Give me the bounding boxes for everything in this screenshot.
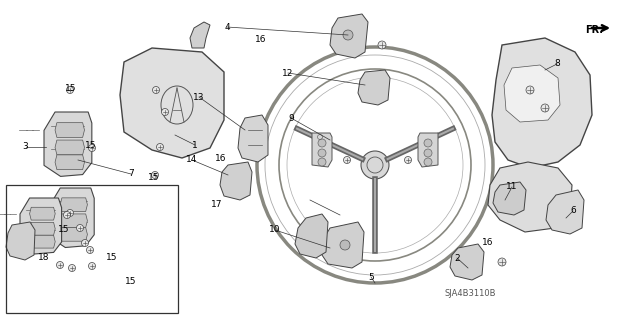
Circle shape <box>541 104 549 112</box>
Circle shape <box>56 262 63 269</box>
Polygon shape <box>492 38 592 168</box>
Text: 16: 16 <box>255 35 267 44</box>
Text: 16: 16 <box>482 238 493 247</box>
Circle shape <box>161 108 168 115</box>
Text: 4: 4 <box>225 23 230 32</box>
Circle shape <box>67 210 74 217</box>
Polygon shape <box>55 123 84 137</box>
Circle shape <box>318 158 326 166</box>
Circle shape <box>424 158 432 166</box>
Polygon shape <box>330 14 368 58</box>
Polygon shape <box>358 70 390 105</box>
Polygon shape <box>44 112 92 176</box>
Text: 15: 15 <box>65 84 76 93</box>
Polygon shape <box>29 222 55 235</box>
Polygon shape <box>60 228 88 241</box>
Text: 2: 2 <box>455 254 460 263</box>
Polygon shape <box>55 155 84 170</box>
Polygon shape <box>322 222 364 268</box>
Circle shape <box>498 258 506 266</box>
Text: 17: 17 <box>211 200 222 209</box>
Circle shape <box>378 41 386 49</box>
Polygon shape <box>238 115 268 162</box>
Polygon shape <box>60 198 88 211</box>
Text: 15: 15 <box>58 225 70 234</box>
Polygon shape <box>29 235 55 248</box>
Circle shape <box>67 86 74 93</box>
Polygon shape <box>20 198 61 254</box>
Polygon shape <box>60 214 88 227</box>
Circle shape <box>526 86 534 94</box>
Text: 11: 11 <box>506 182 518 191</box>
Polygon shape <box>418 133 438 167</box>
Circle shape <box>81 240 88 247</box>
Polygon shape <box>50 188 94 248</box>
Text: 7: 7 <box>129 169 134 178</box>
Text: 9: 9 <box>289 114 294 122</box>
Polygon shape <box>493 182 526 215</box>
Text: 13: 13 <box>193 93 204 102</box>
Circle shape <box>318 149 326 157</box>
Text: 15: 15 <box>106 253 118 262</box>
Text: 3: 3 <box>23 142 28 151</box>
Circle shape <box>152 172 159 179</box>
Text: 8: 8 <box>554 59 559 68</box>
Polygon shape <box>295 214 328 258</box>
Text: 14: 14 <box>186 155 198 164</box>
Circle shape <box>343 30 353 40</box>
Circle shape <box>152 86 159 93</box>
Polygon shape <box>29 207 55 220</box>
Polygon shape <box>220 162 252 200</box>
Polygon shape <box>504 65 560 122</box>
Text: 15: 15 <box>148 173 159 182</box>
Polygon shape <box>546 190 584 234</box>
Circle shape <box>77 225 83 232</box>
Text: 15: 15 <box>125 277 137 286</box>
Circle shape <box>361 151 389 179</box>
Circle shape <box>86 247 93 254</box>
Circle shape <box>424 139 432 147</box>
Polygon shape <box>312 133 332 167</box>
Polygon shape <box>190 22 210 48</box>
Circle shape <box>157 144 163 151</box>
Text: 6: 6 <box>570 206 575 215</box>
Text: 15: 15 <box>85 141 97 150</box>
Polygon shape <box>120 48 224 158</box>
Circle shape <box>63 211 70 219</box>
Bar <box>6 185 178 313</box>
Circle shape <box>68 264 76 271</box>
Polygon shape <box>6 222 35 260</box>
Circle shape <box>344 157 351 164</box>
Polygon shape <box>55 140 84 155</box>
Circle shape <box>88 145 95 152</box>
Circle shape <box>424 149 432 157</box>
Text: 10: 10 <box>269 225 281 234</box>
Circle shape <box>404 157 412 164</box>
Circle shape <box>318 139 326 147</box>
Polygon shape <box>488 162 572 232</box>
Text: 5: 5 <box>369 273 374 282</box>
Circle shape <box>88 263 95 270</box>
Text: 18: 18 <box>38 253 49 262</box>
Circle shape <box>340 240 350 250</box>
Text: 1: 1 <box>193 141 198 150</box>
Text: FR.: FR. <box>585 25 603 35</box>
Text: 12: 12 <box>282 69 294 78</box>
Polygon shape <box>450 244 484 280</box>
Text: SJA4B3110B: SJA4B3110B <box>445 289 496 298</box>
Text: 16: 16 <box>215 154 227 163</box>
